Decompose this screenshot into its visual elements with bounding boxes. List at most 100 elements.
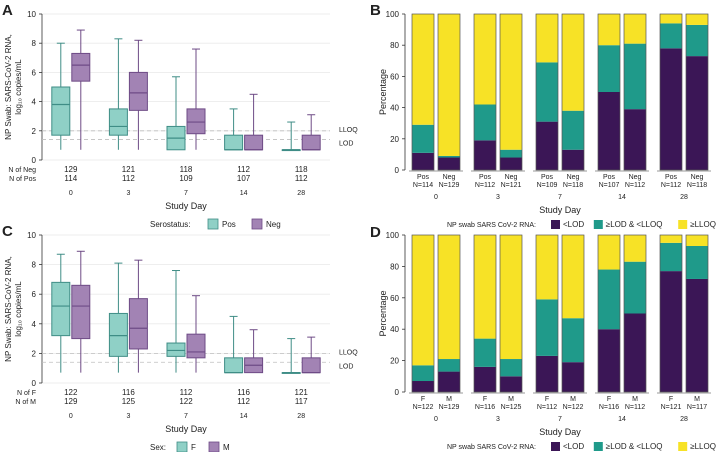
- legend-label: Pos: [222, 220, 236, 229]
- bar-group-label: Pos: [417, 174, 430, 181]
- bar-segment: [474, 140, 496, 170]
- legend-swatch: [593, 220, 603, 229]
- y-tick-label: 60: [390, 72, 399, 81]
- legend-label: ≥LLOQ: [690, 220, 716, 229]
- bar-n-label: N=122: [413, 404, 434, 411]
- y-axis-subtitle: log₁₀ copies/mL: [14, 281, 23, 337]
- bar-segment: [686, 14, 708, 25]
- box: [51, 86, 71, 136]
- legend-label: M: [223, 443, 230, 452]
- bar-segment: [438, 14, 460, 156]
- bar-n-label: N=112: [625, 404, 645, 411]
- y-tick-label: 80: [390, 262, 399, 271]
- y-tick-label: 100: [386, 231, 400, 240]
- bar-n-label: N=121: [501, 182, 522, 189]
- n-value: 122: [179, 397, 193, 406]
- bar-segment: [686, 24, 708, 57]
- x-tick-label: 14: [618, 416, 626, 423]
- legend-swatch: [176, 441, 188, 452]
- bar-outline: [561, 234, 585, 393]
- bar-group-label: M: [694, 396, 700, 403]
- bar-group-label: Neg: [691, 174, 704, 181]
- bar-segment: [660, 14, 682, 24]
- n-value: 109: [179, 174, 193, 183]
- y-tick-label: 10: [27, 231, 36, 240]
- n-value: 122: [64, 388, 78, 397]
- box: [224, 357, 244, 374]
- bar-outline: [473, 234, 497, 393]
- bar-outline: [499, 234, 523, 393]
- bar-segment: [536, 355, 558, 392]
- n-value: 117: [295, 397, 308, 406]
- y-axis-title: Percentage: [378, 290, 388, 336]
- bar-segment: [660, 242, 682, 272]
- x-tick-label: 28: [297, 413, 305, 420]
- box: [71, 52, 91, 82]
- y-tick-label: 0: [395, 166, 400, 175]
- bar-outline: [499, 13, 523, 171]
- bar-n-label: N=107: [599, 182, 620, 189]
- y-tick-label: 60: [390, 294, 399, 303]
- bar-segment: [500, 149, 522, 158]
- legend-swatch: [593, 442, 603, 451]
- bar-segment: [660, 23, 682, 49]
- bar-segment: [624, 109, 646, 170]
- bar-outline: [411, 234, 435, 393]
- legend-swatch: [551, 220, 560, 229]
- y-tick-label: 10: [27, 10, 36, 19]
- bar-segment: [598, 14, 620, 46]
- bar-n-label: N=117: [687, 404, 707, 411]
- x-tick-label: 0: [434, 416, 438, 423]
- x-tick-label: 28: [680, 416, 688, 423]
- n-value: 112: [180, 388, 193, 397]
- y-tick-label: 0: [395, 388, 400, 397]
- y-tick-label: 40: [390, 104, 399, 113]
- bar-group-label: M: [632, 396, 638, 403]
- x-tick-label: 28: [297, 190, 305, 197]
- bar-n-label: N=118: [563, 182, 583, 189]
- bar-n-label: N=112: [475, 182, 495, 189]
- x-tick-label: 3: [126, 190, 130, 197]
- legend-title: NP swab SARS CoV-2 RNA:: [447, 444, 536, 451]
- bar-n-label: N=121: [661, 404, 682, 411]
- bar-group-label: F: [483, 396, 487, 403]
- bar-segment: [412, 124, 434, 153]
- bar-segment: [624, 14, 646, 44]
- n-value: 112: [237, 397, 250, 406]
- bar-group-label: F: [669, 396, 673, 403]
- n-row-label: N of F: [17, 390, 36, 397]
- bar-segment: [624, 43, 646, 110]
- bar-group-label: M: [570, 396, 576, 403]
- n-value: 121: [122, 165, 136, 174]
- n-value: 118: [295, 165, 308, 174]
- n-value: 118: [180, 165, 193, 174]
- x-tick-label: 14: [240, 190, 248, 197]
- bar-group-label: F: [421, 396, 425, 403]
- y-tick-label: 8: [32, 261, 37, 270]
- n-row-label: N of M: [15, 399, 36, 406]
- x-tick-label: 14: [618, 194, 626, 201]
- bar-segment: [562, 14, 584, 111]
- bar-outline: [659, 234, 683, 393]
- legend-label: <LOD: [563, 442, 584, 451]
- legend-label: ≥LLOQ: [690, 442, 716, 451]
- bar-n-label: N=112: [625, 182, 645, 189]
- bar-segment: [500, 157, 522, 170]
- lod-label: LOD: [339, 363, 353, 370]
- y-axis-subtitle: log₁₀ copies/mL: [14, 59, 23, 115]
- x-tick-label: 28: [680, 194, 688, 201]
- x-tick-label: 7: [184, 190, 188, 197]
- legend-swatch: [208, 441, 220, 452]
- bar-segment: [598, 235, 620, 270]
- bar-segment: [562, 110, 584, 150]
- bar-segment: [686, 278, 708, 392]
- bar-outline: [535, 234, 559, 393]
- n-value: 112: [295, 174, 308, 183]
- x-tick-label: 3: [496, 416, 500, 423]
- n-value: 116: [237, 388, 250, 397]
- bar-segment: [438, 157, 460, 170]
- bar-n-label: N=129: [439, 182, 460, 189]
- box: [301, 357, 321, 374]
- x-axis-title: Study Day: [165, 424, 207, 434]
- x-tick-label: 0: [434, 194, 438, 201]
